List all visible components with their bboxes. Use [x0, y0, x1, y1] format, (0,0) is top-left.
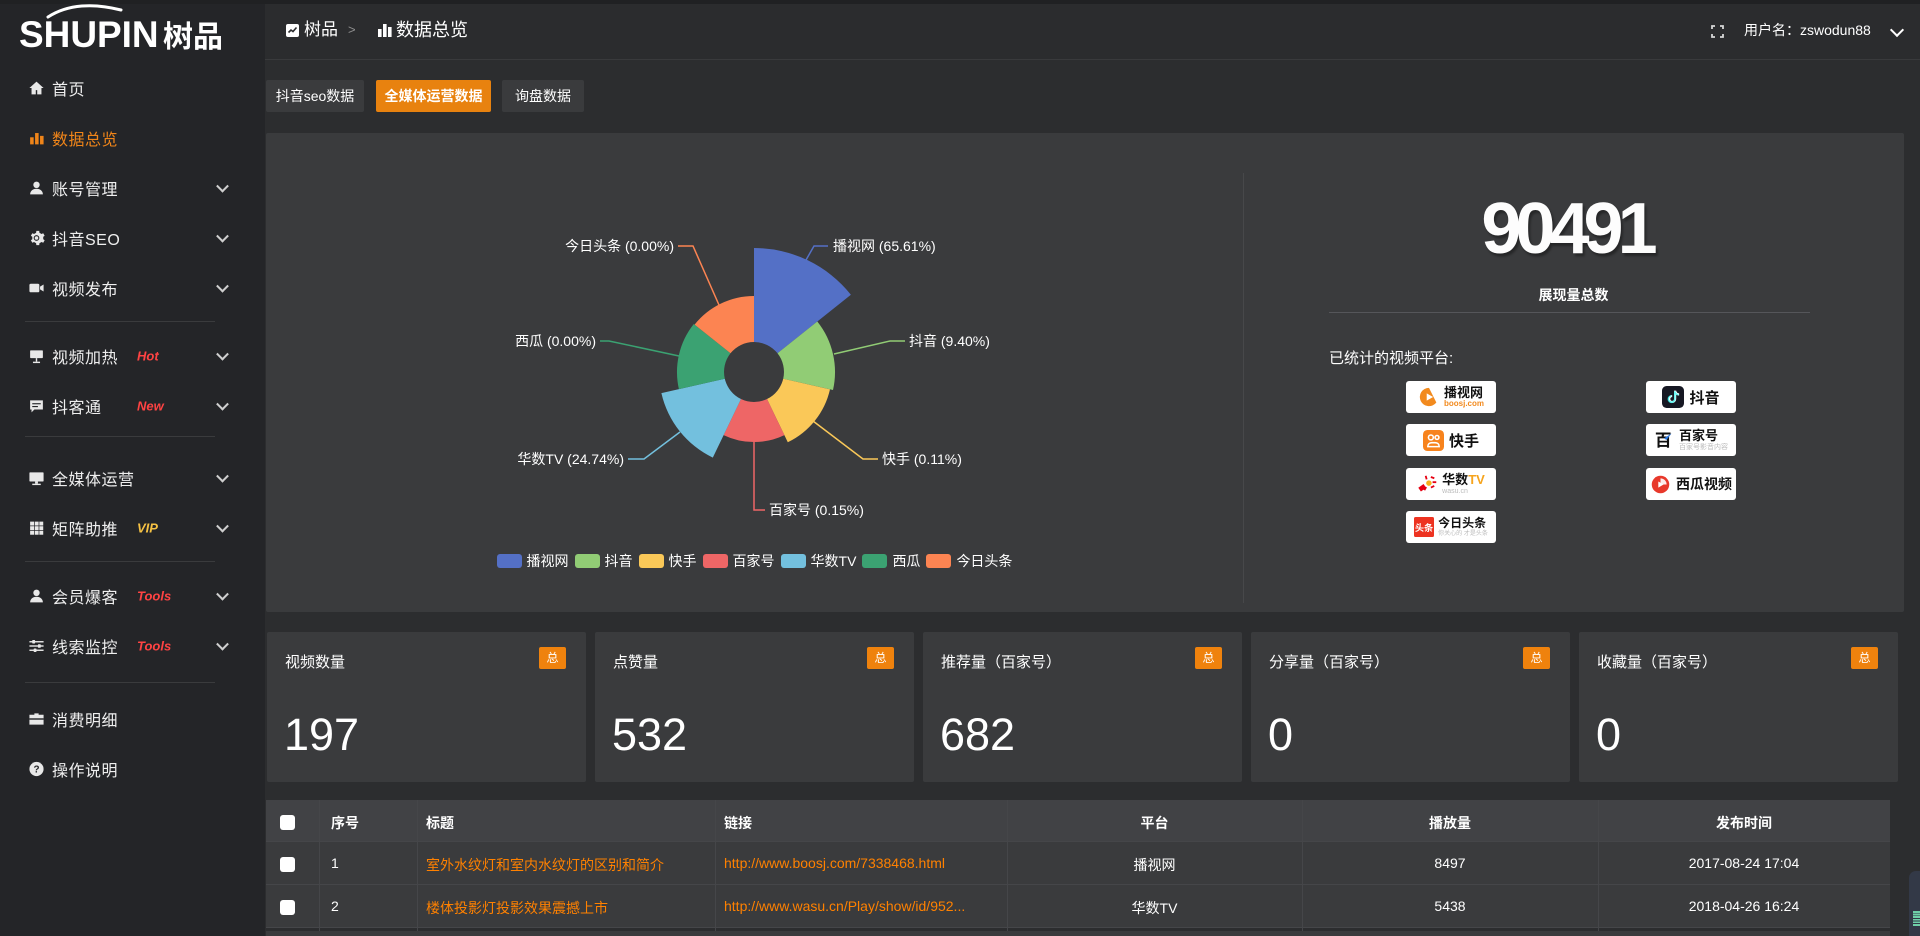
svg-text:?: ? [33, 765, 39, 776]
svg-text:树品: 树品 [163, 21, 223, 54]
svg-text:今日头条 (0.00%): 今日头条 (0.00%) [565, 238, 674, 254]
svg-text:播视网 (65.61%): 播视网 (65.61%) [833, 238, 936, 254]
svg-text:华数TV (24.74%): 华数TV (24.74%) [517, 451, 624, 467]
svg-text:百家号 (0.15%): 百家号 (0.15%) [769, 502, 864, 518]
svg-text:百: 百 [1655, 431, 1672, 450]
svg-text:快手 (0.11%): 快手 (0.11%) [882, 451, 962, 467]
svg-text:抖音 (9.40%): 抖音 (9.40%) [909, 333, 990, 349]
svg-text:SHUPIN: SHUPIN [19, 14, 159, 55]
svg-text:头条: 头条 [1415, 522, 1433, 533]
svg-text:西瓜 (0.00%): 西瓜 (0.00%) [515, 333, 596, 349]
